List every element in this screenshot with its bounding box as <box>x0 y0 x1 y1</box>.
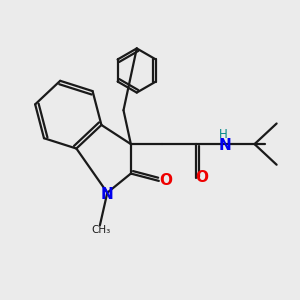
Text: CH₃: CH₃ <box>92 225 111 236</box>
Text: O: O <box>196 170 208 185</box>
Text: H: H <box>219 128 228 141</box>
Text: N: N <box>101 187 114 202</box>
Text: N: N <box>219 138 232 153</box>
Text: O: O <box>159 173 172 188</box>
